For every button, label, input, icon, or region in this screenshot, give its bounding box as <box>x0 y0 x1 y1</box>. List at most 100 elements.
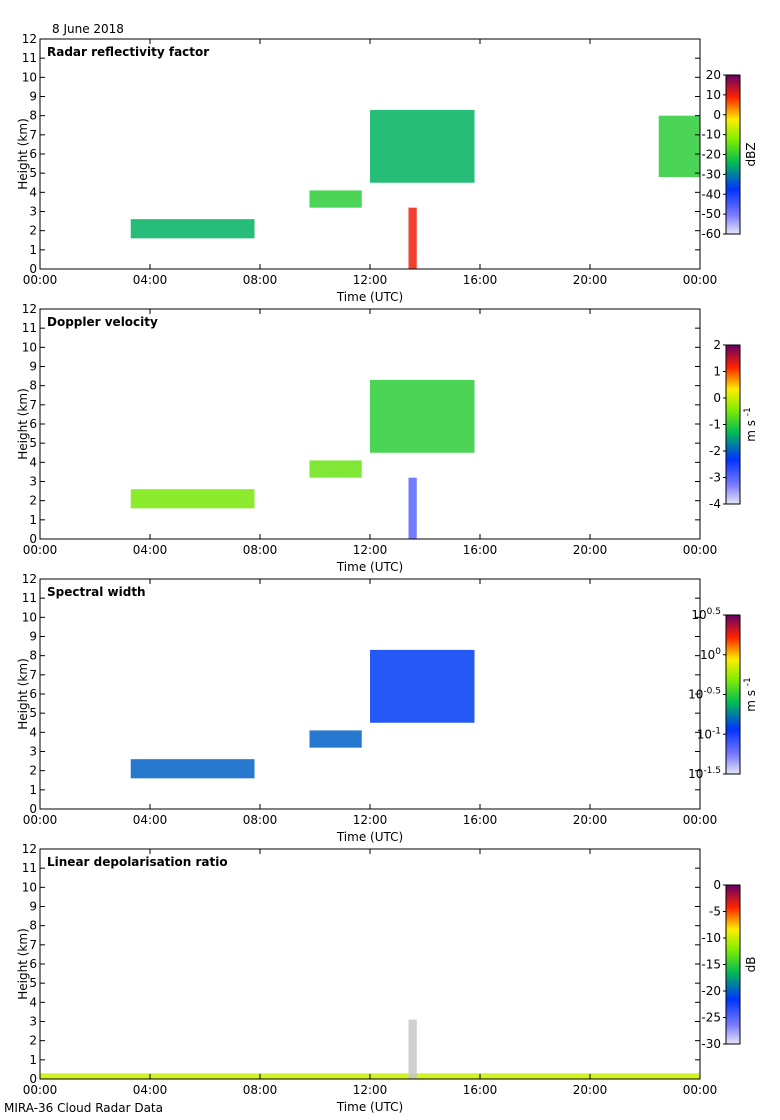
y-tick-label: 3 <box>29 475 37 489</box>
y-tick-label: 2 <box>29 764 37 778</box>
data-cell <box>370 379 475 453</box>
y-tick-label: 11 <box>22 321 37 335</box>
panel-title: Spectral width <box>47 585 146 599</box>
colorbar-tick-label: -25 <box>701 1011 721 1025</box>
data-cell <box>408 1019 417 1079</box>
y-tick-label: 4 <box>29 455 37 469</box>
x-tick-label: 00:00 <box>683 543 718 557</box>
x-tick-label: 12:00 <box>353 273 388 287</box>
y-tick-label: 4 <box>29 185 37 199</box>
x-tick-label: 16:00 <box>463 813 498 827</box>
y-tick-label: 5 <box>29 706 37 720</box>
y-tick-label: 3 <box>29 1015 37 1029</box>
x-axis-label: Time (UTC) <box>336 830 403 844</box>
y-tick-label: 0 <box>29 262 37 276</box>
x-tick-label: 00:00 <box>683 273 718 287</box>
data-cell <box>658 115 700 177</box>
y-axis-label: Height (km) <box>16 928 30 999</box>
colorbar <box>725 884 741 1045</box>
x-tick-label: 00:00 <box>23 813 58 827</box>
colorbar-tick-label: -10 <box>701 931 721 945</box>
y-tick-label: 12 <box>22 842 37 856</box>
colorbar <box>725 344 741 505</box>
data-cell <box>130 759 255 779</box>
x-tick-label: 04:00 <box>133 543 168 557</box>
x-axis-label: Time (UTC) <box>336 290 403 304</box>
colorbar-tick-label: -50 <box>701 207 721 221</box>
y-tick-label: 6 <box>29 687 37 701</box>
x-axis-label: Time (UTC) <box>336 560 403 574</box>
x-tick-label: 04:00 <box>133 1083 168 1097</box>
y-tick-label: 9 <box>29 900 37 914</box>
y-tick-label: 3 <box>29 745 37 759</box>
x-tick-label: 08:00 <box>243 813 278 827</box>
y-tick-label: 2 <box>29 494 37 508</box>
colorbar-tick-label: -4 <box>709 497 721 511</box>
colorbar <box>725 614 741 775</box>
y-tick-label: 11 <box>22 861 37 875</box>
y-tick-label: 10 <box>22 610 37 624</box>
y-tick-label: 1 <box>29 243 37 257</box>
y-tick-label: 0 <box>29 802 37 816</box>
y-tick-label: 6 <box>29 147 37 161</box>
x-tick-label: 16:00 <box>463 1083 498 1097</box>
y-tick-label: 10 <box>22 880 37 894</box>
x-tick-label: 20:00 <box>573 1083 608 1097</box>
y-axis-label: Height (km) <box>16 658 30 729</box>
colorbar-tick-label: -3 <box>709 471 721 485</box>
colorbar-tick-label: -30 <box>701 167 721 181</box>
data-cell <box>130 489 255 509</box>
colorbar-tick-label: -5 <box>709 905 721 919</box>
colorbar-tick-label: -40 <box>701 187 721 201</box>
y-tick-label: 1 <box>29 783 37 797</box>
x-tick-label: 08:00 <box>243 273 278 287</box>
x-tick-label: 12:00 <box>353 1083 388 1097</box>
y-tick-label: 5 <box>29 436 37 450</box>
colorbar-tick-label: 0 <box>713 108 721 122</box>
y-tick-label: 7 <box>29 668 37 682</box>
y-tick-label: 12 <box>22 32 37 46</box>
plot-area <box>40 849 700 1079</box>
y-tick-label: 1 <box>29 1053 37 1067</box>
x-tick-label: 00:00 <box>23 1083 58 1097</box>
y-tick-label: 8 <box>29 109 37 123</box>
x-tick-label: 12:00 <box>353 543 388 557</box>
y-tick-label: 10 <box>22 340 37 354</box>
y-tick-label: 11 <box>22 591 37 605</box>
y-tick-label: 2 <box>29 1034 37 1048</box>
y-tick-label: 0 <box>29 532 37 546</box>
y-tick-label: 5 <box>29 976 37 990</box>
y-tick-label: 3 <box>29 205 37 219</box>
y-tick-label: 5 <box>29 166 37 180</box>
x-tick-label: 16:00 <box>463 543 498 557</box>
y-tick-label: 10 <box>22 70 37 84</box>
y-tick-label: 7 <box>29 398 37 412</box>
colorbar-tick-label: -20 <box>701 984 721 998</box>
x-tick-label: 08:00 <box>243 1083 278 1097</box>
x-tick-label: 04:00 <box>133 273 168 287</box>
x-tick-label: 00:00 <box>23 543 58 557</box>
colorbar-tick-label: 0 <box>713 391 721 405</box>
y-tick-label: 1 <box>29 513 37 527</box>
x-tick-label: 12:00 <box>353 813 388 827</box>
data-cell <box>309 190 362 208</box>
colorbar-tick-label: -30 <box>701 1037 721 1051</box>
y-axis-label: Height (km) <box>16 388 30 459</box>
panel-title: Doppler velocity <box>47 315 158 329</box>
footer-label: MIRA-36 Cloud Radar Data <box>4 1101 163 1115</box>
x-tick-label: 00:00 <box>683 813 718 827</box>
date-label: 8 June 2018 <box>52 22 124 36</box>
colorbar-tick-label: 100 <box>700 647 721 662</box>
data-cell <box>408 207 417 269</box>
colorbar-tick-label: 10-1.5 <box>688 766 721 781</box>
y-tick-label: 2 <box>29 224 37 238</box>
colorbar-tick-label: 10-1 <box>697 726 721 741</box>
colorbar-tick-label: 20 <box>706 68 721 82</box>
colorbar-label: m s -1 <box>743 677 758 712</box>
y-tick-label: 8 <box>29 379 37 393</box>
